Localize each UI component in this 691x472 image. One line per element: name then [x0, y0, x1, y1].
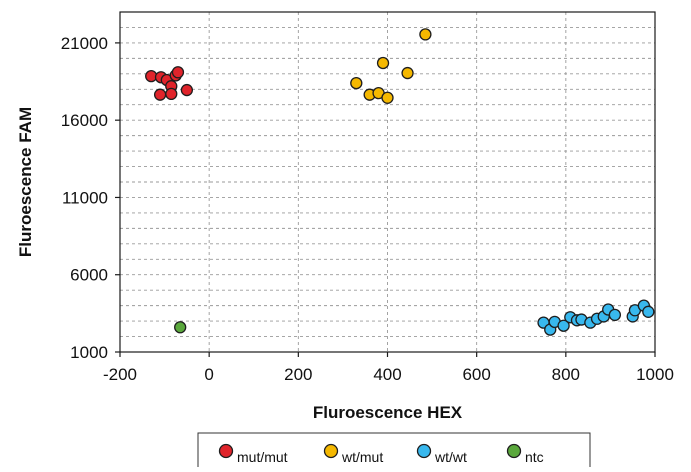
x-tick-label: 400 [373, 365, 401, 384]
data-point-mut-mut [180, 83, 194, 97]
legend: mut/mut wt/mut wt/wt ntc [197, 432, 591, 472]
legend-label-ntc: ntc [525, 449, 544, 465]
data-point-wt-mut [419, 28, 432, 41]
legend-marker-mut-mut [218, 443, 234, 459]
x-axis-title: Fluroescence HEX [313, 403, 463, 422]
y-axis-title: Fluroescence FAM [16, 107, 35, 257]
legend-marker-wt-wt [416, 443, 432, 459]
x-tick-label: -200 [103, 365, 137, 384]
data-point-wt-mut [381, 91, 394, 104]
legend-label-mut-mut: mut/mut [237, 449, 288, 465]
data-point-ntc [174, 321, 187, 334]
x-tick-label: 600 [462, 365, 490, 384]
data-point-wt-wt [642, 305, 655, 318]
y-tick-label: 11000 [62, 188, 108, 207]
legend-items: mut/mut wt/mut wt/wt ntc [218, 443, 544, 465]
legend-label-wt-wt: wt/wt [434, 449, 467, 465]
x-tick-label: 200 [284, 365, 312, 384]
data-point-wt-wt [557, 319, 570, 332]
legend-marker-wt-mut [323, 443, 339, 459]
data-point-wt-mut [401, 66, 414, 80]
data-point-mut-mut [171, 66, 185, 79]
y-tick-label: 1000 [70, 343, 108, 362]
legend-label-wt-mut: wt/mut [341, 449, 383, 465]
x-tick-label: 800 [552, 365, 580, 384]
x-tick-label: 0 [204, 365, 213, 384]
x-tick-label: 1000 [636, 365, 674, 384]
y-tick-label: 6000 [70, 266, 108, 285]
y-tick-label: 21000 [61, 34, 108, 53]
points-layer [145, 28, 655, 336]
legend-marker-ntc [506, 443, 522, 459]
data-point-wt-wt [608, 308, 622, 322]
data-point-wt-mut [376, 56, 390, 70]
grid-layer [120, 12, 655, 352]
data-point-mut-mut [153, 88, 167, 101]
tick-layer: -200 0 200 400 600 800 1000 1000 6000 11000 16000 2… [61, 34, 674, 384]
y-tick-label: 16000 [61, 111, 108, 130]
data-point-wt-mut [350, 76, 363, 90]
data-point-mut-mut [165, 87, 178, 101]
legend-box [197, 432, 591, 472]
